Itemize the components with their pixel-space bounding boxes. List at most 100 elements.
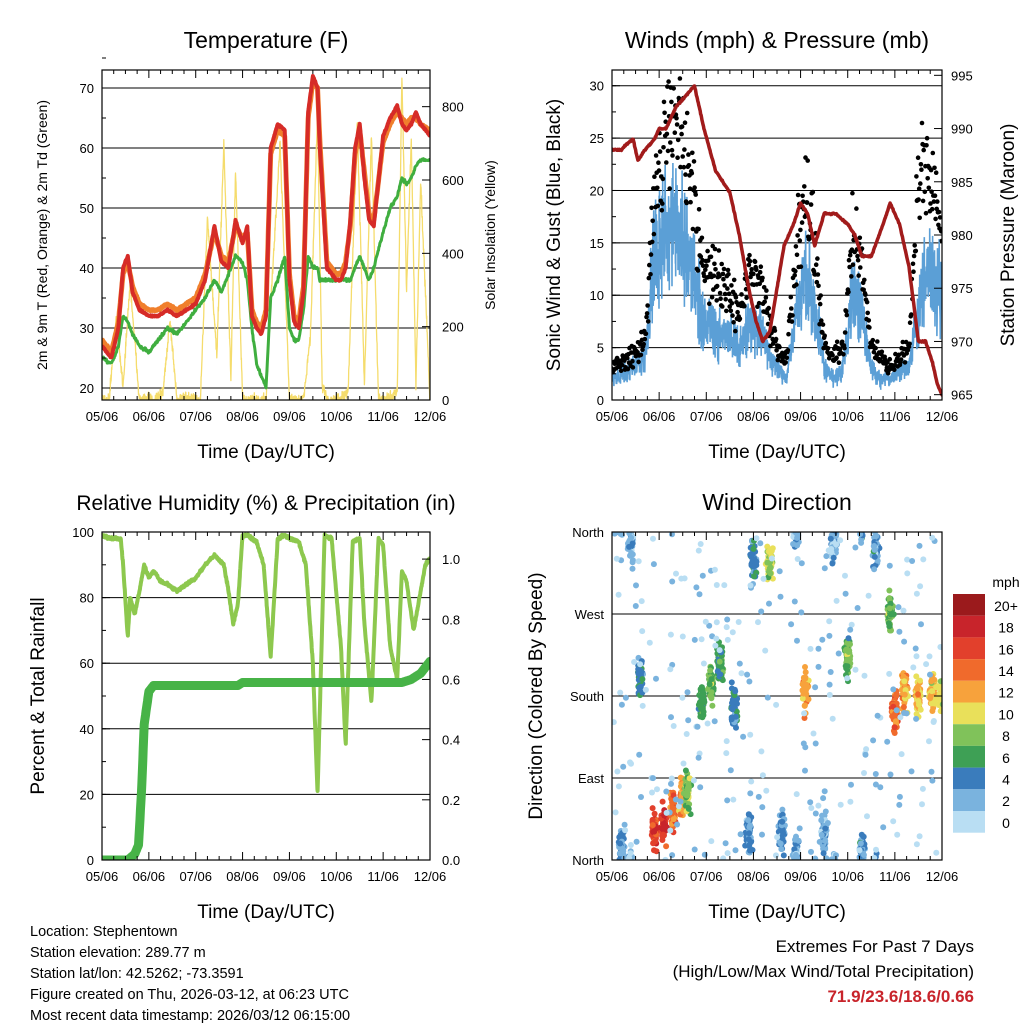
gust-point xyxy=(926,185,932,191)
direction-point xyxy=(674,821,681,828)
gust-point xyxy=(665,148,671,154)
direction-point xyxy=(617,840,624,847)
winds-ytick-label: 20 xyxy=(590,183,604,198)
panel-winds: Winds (mph) & Pressure (mb) 05/06 06/06 07/… xyxy=(544,27,1019,463)
gust-point xyxy=(713,267,718,272)
winds-ytick-label: 5 xyxy=(597,341,604,356)
series-direction xyxy=(612,532,942,860)
gust-point xyxy=(887,356,893,362)
legend-swatch xyxy=(953,702,985,725)
direction-point xyxy=(893,707,900,714)
gust-point xyxy=(652,174,657,179)
direction-point xyxy=(826,618,833,625)
gust-point xyxy=(875,339,880,344)
direction-point xyxy=(631,659,638,665)
direction-point xyxy=(723,750,730,757)
direction-point xyxy=(801,710,808,717)
gust-point xyxy=(922,189,928,195)
gust-point xyxy=(721,266,727,272)
gust-point xyxy=(761,285,767,290)
gust-point xyxy=(674,115,679,121)
gust-point xyxy=(837,347,843,352)
direction-point xyxy=(777,840,784,847)
gust-point xyxy=(817,321,822,327)
direction-point xyxy=(891,730,898,736)
direction-point xyxy=(793,791,800,798)
direction-point xyxy=(827,535,834,542)
gust-point xyxy=(729,283,734,288)
direction-point xyxy=(845,635,852,642)
temperature-y2tick-label: 0 xyxy=(442,393,449,408)
direction-point xyxy=(773,701,780,708)
direction-point xyxy=(729,700,735,706)
direction-xtick-label: 10/06 xyxy=(831,869,864,884)
direction-point xyxy=(713,582,720,588)
direction-point xyxy=(816,838,823,845)
gust-point xyxy=(847,264,852,270)
gust-point xyxy=(793,244,799,249)
direction-point xyxy=(908,768,915,775)
gust-point xyxy=(672,60,677,65)
winds-xtick-label: 08/06 xyxy=(737,409,770,424)
gust-point xyxy=(675,155,680,160)
direction-point xyxy=(759,804,766,811)
winds-y2label: Station Pressure (Maroon) xyxy=(998,124,1019,347)
direction-point xyxy=(618,701,625,708)
gust-point xyxy=(714,298,719,303)
humidity-xtick-label: 05/06 xyxy=(86,869,119,884)
gust-point xyxy=(795,192,801,198)
direction-point xyxy=(833,852,839,859)
direction-point xyxy=(904,556,911,563)
direction-point xyxy=(887,600,894,607)
direction-point xyxy=(792,836,798,843)
direction-point xyxy=(724,797,731,804)
direction-point xyxy=(815,645,822,652)
direction-point xyxy=(842,590,849,597)
direction-point xyxy=(802,669,809,676)
gust-point xyxy=(907,320,913,326)
gust-point xyxy=(902,360,908,365)
direction-point xyxy=(827,669,834,675)
gust-point xyxy=(705,258,711,263)
direction-point xyxy=(939,684,942,691)
direction-point xyxy=(901,691,908,698)
direction-point xyxy=(822,808,829,815)
direction-point xyxy=(788,621,795,628)
direction-point xyxy=(763,787,770,794)
gust-point xyxy=(756,300,762,306)
gust-point xyxy=(755,304,760,310)
direction-point xyxy=(694,723,701,730)
direction-point xyxy=(677,774,684,781)
direction-point xyxy=(758,748,765,755)
direction-point xyxy=(649,805,656,812)
direction-point xyxy=(615,591,622,598)
humidity-ytick-label: 20 xyxy=(80,787,94,802)
direction-point xyxy=(668,780,674,787)
gust-point xyxy=(669,147,675,153)
gust-point xyxy=(648,252,654,257)
direction-point xyxy=(792,851,799,858)
temperature-ytick-label: 40 xyxy=(80,261,94,276)
gust-point xyxy=(689,171,695,176)
direction-point xyxy=(732,688,739,695)
gust-point xyxy=(727,304,732,309)
legend-swatch xyxy=(953,789,985,811)
direction-point xyxy=(612,719,617,726)
gust-point xyxy=(709,294,715,300)
gust-point xyxy=(777,344,782,350)
direction-point xyxy=(768,555,775,562)
direction-point xyxy=(901,638,908,645)
humidity-plot-area xyxy=(102,532,430,860)
direction-point xyxy=(812,684,819,691)
direction-point xyxy=(699,572,706,579)
direction-point xyxy=(747,731,754,738)
gust-point xyxy=(703,267,708,273)
direction-point xyxy=(663,788,670,795)
gust-point xyxy=(863,292,868,298)
direction-point xyxy=(874,712,881,719)
direction-point xyxy=(774,834,781,841)
direction-ylabel: Direction (Colored By Speed) xyxy=(526,572,547,819)
temperature-xtick-label: 11/06 xyxy=(367,409,399,424)
gust-point xyxy=(666,79,671,84)
direction-point xyxy=(762,647,769,654)
